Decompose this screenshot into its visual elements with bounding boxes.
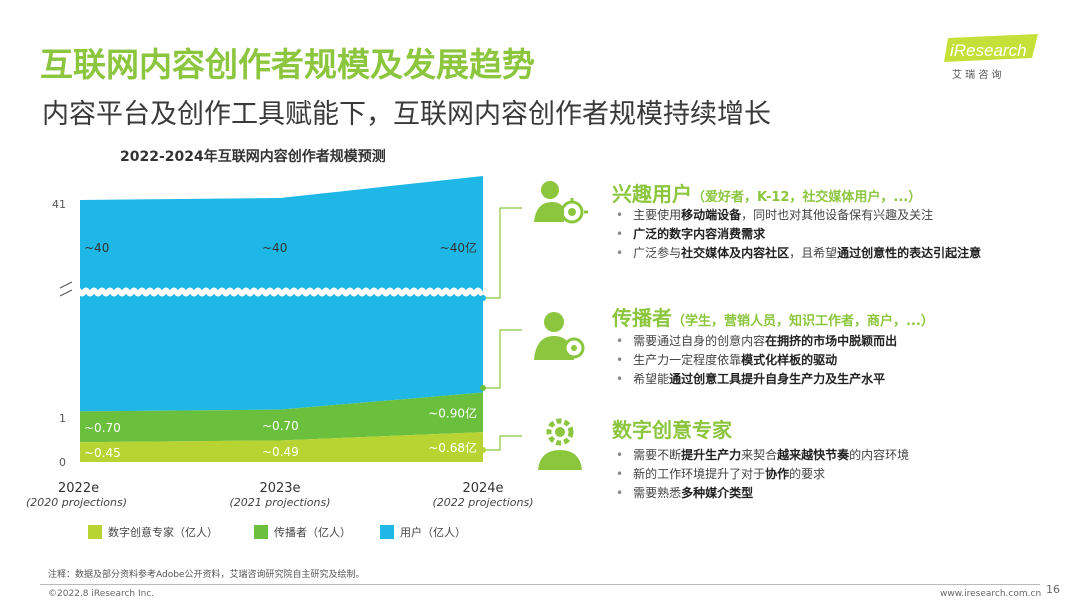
connector-dot (480, 385, 486, 391)
legend-label: 传播者（亿人） (274, 526, 351, 539)
section-subtitle: （学生，营销人员，知识工作者，商户，...） (672, 314, 934, 329)
section-title: 兴趣用户 (612, 182, 692, 206)
legend-swatch (380, 525, 394, 539)
data-label: ~0.90亿 (428, 405, 477, 420)
y-tick-label: 41 (52, 198, 66, 211)
y-tick-label: 1 (59, 412, 66, 425)
page-number: 16 (1046, 583, 1060, 596)
iresearch-logo: iResearch 艾 瑞 咨 询 (944, 34, 1038, 81)
section-title: 数字创意专家 (612, 418, 732, 442)
data-label: ~0.68亿 (428, 440, 477, 455)
connector-line (483, 207, 522, 299)
legend-label: 用户（亿人） (400, 526, 466, 539)
chart-title: 2022-2024年互联网内容创作者规模预测 (120, 149, 386, 165)
data-label: ~40亿 (440, 240, 477, 255)
section-digital-creative-experts: 数字创意专家 需要不断提升生产力来契合越来越快节奏的内容环境新的工作环境提升了对… (520, 410, 1060, 520)
data-label: ~0.70 (262, 419, 299, 433)
bullet-item: 新的工作环境提升了对于协作的要求 (616, 465, 909, 484)
chart-area: 0 1 41 ~0.45 ~0.49 ~0.68亿 ~0.70 ~0.70 ~0.90亿 ~40 ~… (26, 176, 534, 509)
x-tick-note: (2020 projections) (26, 496, 127, 509)
section-subtitle: （爱好者，K-12，社交媒体用户，...） (692, 190, 922, 205)
axis-break-mark (59, 281, 73, 289)
axis-break-mark (59, 289, 73, 297)
logo-brand-cn: 艾 瑞 咨 询 (952, 68, 1002, 81)
footnote: 注释：数据及部分资料参考Adobe公开资料，艾瑞咨询研究院自主研究及绘制。 (48, 570, 365, 580)
x-tick-label: 2023e (259, 481, 300, 496)
user-network-icon (534, 181, 588, 224)
section-communicators: 传播者（学生，营销人员，知识工作者，商户，...） 需要通过自身的创意内容在拥挤… (520, 300, 1060, 410)
connector-dot (480, 295, 486, 301)
logo-brand: iResearch (950, 41, 1027, 60)
presenter-icon (534, 312, 585, 360)
bullet-item: 生产力一定程度依靠模式化样板的驱动 (616, 351, 897, 370)
bullet-item: 广泛的数字内容消费需求 (616, 225, 981, 244)
legend-item-users: 用户（亿人） (380, 524, 466, 540)
bullet-item: 需要不断提升生产力来契合越来越快节奏的内容环境 (616, 446, 909, 465)
series-communicators-area (80, 392, 483, 443)
website: www.iresearch.com.cn (940, 589, 1042, 599)
legend-label: 数字创意专家（亿人） (108, 526, 218, 539)
gear-person-icon (538, 418, 582, 470)
legend-item-experts: 数字创意专家（亿人） (88, 524, 218, 540)
copyright: ©2022.8 iResearch Inc. (48, 589, 155, 599)
bullet-item: 广泛参与社交媒体及内容社区，且希望通过创意性的表达引起注意 (616, 244, 981, 263)
bullet-item: 需要通过自身的创意内容在拥挤的市场中脱颖而出 (616, 332, 897, 351)
x-tick-label: 2024e (462, 481, 503, 496)
x-tick-label: 2022e (58, 481, 99, 496)
bullet-item: 需要熟悉多种媒介类型 (616, 484, 909, 503)
connector-line (483, 435, 522, 451)
bullet-item: 希望能通过创意工具提升自身生产力及生产水平 (616, 370, 897, 389)
axis-break-wave (57, 287, 487, 297)
y-tick-label: 0 (59, 456, 66, 469)
data-label: ~40 (84, 241, 109, 255)
legend-item-communicators: 传播者（亿人） (254, 524, 351, 540)
legend-swatch (254, 525, 268, 539)
series-experts-area (80, 432, 483, 462)
bullet-item: 主要使用移动端设备，同时也对其他设备保有兴趣及关注 (616, 206, 981, 225)
x-tick-note: (2022 projections) (433, 496, 534, 509)
x-tick-note: (2021 projections) (230, 496, 331, 509)
bullet-list: 主要使用移动端设备，同时也对其他设备保有兴趣及关注广泛的数字内容消费需求广泛参与… (616, 206, 981, 263)
section-title: 传播者 (612, 306, 672, 330)
section-interest-users: 兴趣用户（爱好者，K-12，社交媒体用户，...） 主要使用移动端设备，同时也对… (520, 172, 1060, 282)
data-label: ~0.70 (84, 421, 121, 435)
bullet-list: 需要不断提升生产力来契合越来越快节奏的内容环境新的工作环境提升了对于协作的要求需… (616, 446, 909, 503)
bullet-list: 需要通过自身的创意内容在拥挤的市场中脱颖而出生产力一定程度依靠模式化样板的驱动希… (616, 332, 897, 389)
data-label: ~0.49 (262, 445, 299, 459)
connector-dot (480, 447, 486, 453)
footer-divider (40, 584, 1040, 585)
page-subtitle: 内容平台及创作工具赋能下，互联网内容创作者规模持续增长 (42, 99, 771, 130)
legend-swatch (88, 525, 102, 539)
page-title: 互联网内容创作者规模及发展趋势 (40, 45, 535, 84)
data-label: ~40 (262, 241, 287, 255)
connector-line (483, 329, 522, 389)
data-label: ~0.45 (84, 446, 121, 460)
